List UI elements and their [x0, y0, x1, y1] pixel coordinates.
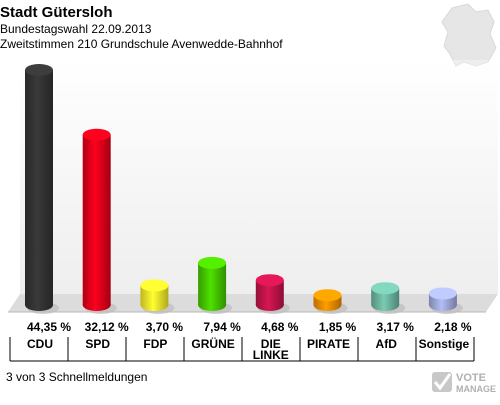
category-label: Sonstige: [419, 337, 470, 351]
bar-spd: [82, 128, 117, 314]
value-label: 3,70 %: [146, 320, 184, 334]
value-label: 1,85 %: [319, 320, 357, 334]
chart-subtitle-detail: Zweitstimmen 210 Grundschule Avenwedde-B…: [0, 37, 283, 51]
bar-sonstige: [428, 287, 463, 314]
checkmark-icon: [432, 372, 452, 392]
chart-subtitle: Bundestagswahl 22.09.2013: [0, 22, 152, 36]
category-label: GRÜNE: [191, 336, 234, 351]
value-label: 3,17 %: [377, 320, 415, 334]
bar-fdp: [140, 279, 175, 314]
category-label: LINKE: [253, 348, 289, 362]
category-label: CDU: [27, 337, 53, 351]
category-axis: [9, 337, 475, 362]
category-label: SPD: [85, 337, 110, 351]
brand-line2: MANAGER: [456, 384, 496, 394]
category-label: DIE: [261, 337, 281, 351]
chart-title: Stadt Gütersloh: [0, 4, 113, 21]
value-label: 4,68 %: [261, 320, 299, 334]
category-label: PIRATE: [307, 337, 350, 351]
stage-background: [8, 60, 498, 313]
value-label: 44,35 %: [27, 320, 71, 334]
category-label: FDP: [143, 337, 167, 351]
vote-manager-logo: VOTE MANAGER: [432, 372, 496, 394]
bar-pirate: [313, 289, 348, 314]
bar-gr-ne: [198, 256, 233, 314]
bar-cdu: [25, 64, 59, 314]
value-label: 2,18 %: [434, 320, 472, 334]
bar-die-linke: [255, 274, 290, 314]
category-label: AfD: [376, 337, 398, 351]
value-label: 7,94 %: [203, 320, 241, 334]
value-label: 32,12 %: [85, 320, 129, 334]
brand-line1: VOTE: [456, 372, 486, 384]
status-text: 3 von 3 Schnellmeldungen: [6, 370, 148, 384]
bar-afd: [371, 282, 406, 314]
